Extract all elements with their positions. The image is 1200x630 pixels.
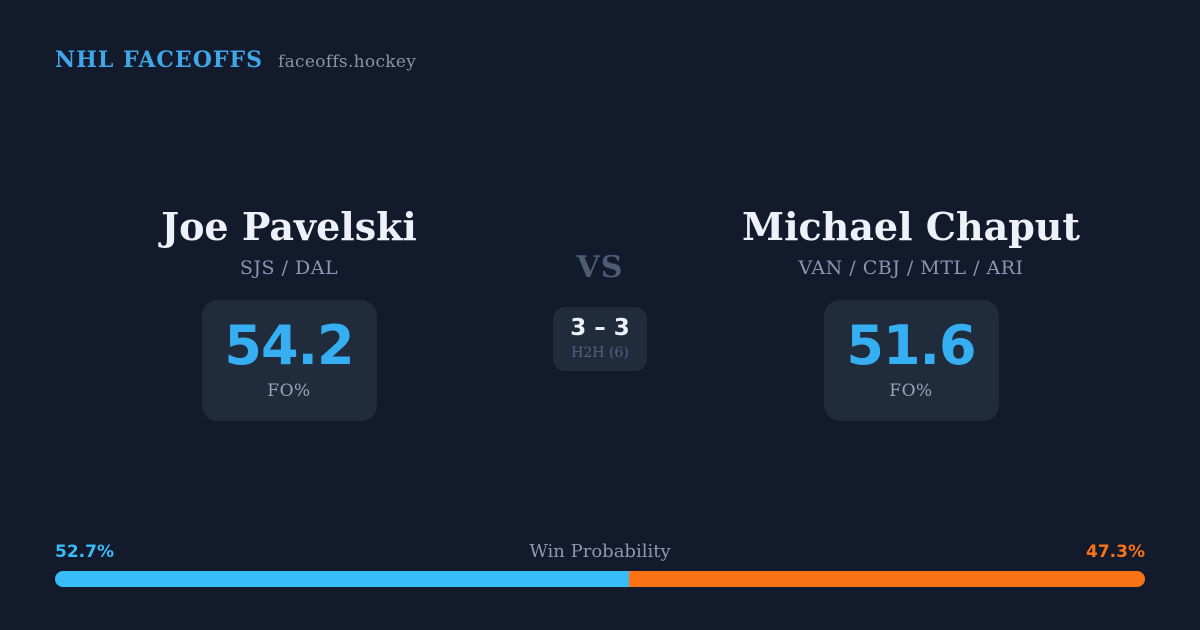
win-prob-title: Win Probability <box>529 541 671 562</box>
player-left-name: Joe Pavelski <box>161 204 417 249</box>
win-probability-section: 52.7% Win Probability 47.3% <box>55 541 1145 587</box>
player-right-teams: VAN / CBJ / MTL / ARI <box>798 256 1024 279</box>
win-probability-labels: 52.7% Win Probability 47.3% <box>55 541 1145 562</box>
h2h-score: 3 – 3 <box>570 315 630 341</box>
h2h-label: H2H (6) <box>571 345 629 361</box>
site-url: faceoffs.hockey <box>278 52 417 72</box>
brand-title: NHL FACEOFFS <box>55 47 263 73</box>
player-left-teams: SJS / DAL <box>239 256 339 279</box>
vs-column: VS 3 – 3 H2H (6) <box>520 250 680 371</box>
player-left-fo-card: 54.2 FO% <box>201 299 377 421</box>
player-right-fo-label: FO% <box>889 381 933 402</box>
h2h-card: 3 – 3 H2H (6) <box>553 307 647 371</box>
win-prob-bar-left <box>55 571 630 587</box>
win-prob-right-pct: 47.3% <box>1086 542 1145 562</box>
vs-label: VS <box>576 250 624 285</box>
header: NHL FACEOFFS faceoffs.hockey <box>55 47 416 73</box>
player-right-fo-card: 51.6 FO% <box>823 299 999 421</box>
win-prob-bar-right <box>629 571 1145 587</box>
player-left-column: Joe Pavelski SJS / DAL 54.2 FO% <box>109 206 469 421</box>
win-prob-bar <box>55 571 1145 587</box>
player-left-fo-label: FO% <box>267 381 311 402</box>
win-prob-left-pct: 52.7% <box>55 542 114 562</box>
player-left-fo-value: 54.2 <box>224 314 354 378</box>
player-right-name: Michael Chaput <box>742 204 1080 249</box>
player-right-column: Michael Chaput VAN / CBJ / MTL / ARI 51.… <box>731 206 1091 421</box>
player-right-fo-value: 51.6 <box>846 314 976 378</box>
